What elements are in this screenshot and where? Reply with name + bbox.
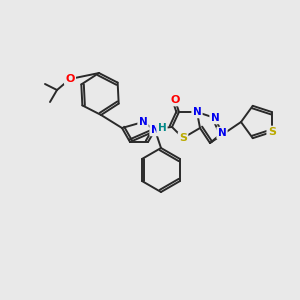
Text: H: H [158, 123, 166, 133]
Text: N: N [193, 107, 201, 117]
Text: O: O [170, 95, 180, 105]
Text: N: N [151, 125, 159, 135]
Text: N: N [218, 128, 226, 138]
Text: S: S [179, 133, 187, 143]
Text: N: N [211, 113, 219, 123]
Text: O: O [65, 74, 75, 84]
Text: N: N [139, 117, 147, 127]
Text: S: S [268, 127, 276, 137]
